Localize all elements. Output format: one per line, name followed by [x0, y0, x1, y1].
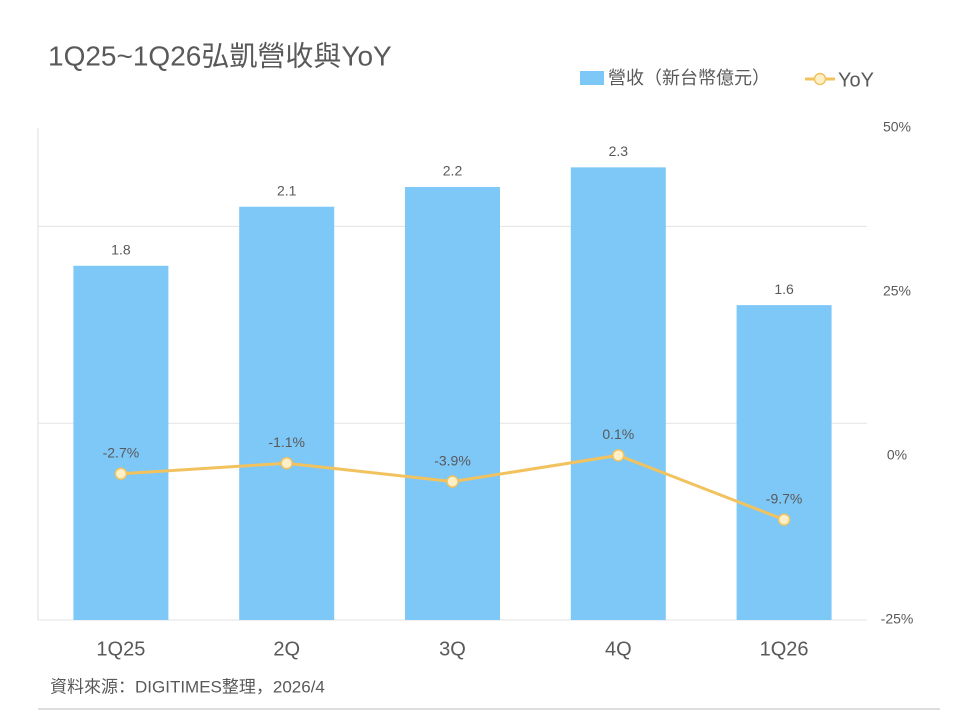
yoy-marker: [612, 449, 625, 462]
bar-value-label: 2.1: [277, 182, 297, 198]
x-tick-label: 1Q26: [760, 638, 809, 660]
yoy-value-label: -9.7%: [766, 490, 803, 506]
yoy-marker: [280, 456, 293, 470]
bar-value-label: 2.3: [609, 143, 629, 159]
bar-value-label: 1.8: [111, 241, 131, 257]
yoy-marker: [114, 467, 128, 480]
x-tick-label: 4Q: [605, 638, 632, 660]
yoy-value-label: 0.1%: [602, 426, 634, 442]
yoy-value-label: -1.1%: [268, 434, 305, 450]
x-tick-label: 1Q25: [96, 638, 145, 660]
yoy-marker: [777, 513, 791, 526]
yoy-value-label: -3.9%: [434, 452, 471, 468]
bar: [570, 167, 666, 621]
y2-tick-label: 25%: [883, 283, 911, 299]
legend-swatch: [580, 71, 604, 85]
y2-tick-label: 0%: [887, 447, 907, 463]
yoy-value-label: -2.7%: [103, 444, 140, 460]
bar: [239, 206, 335, 620]
yoy-marker: [446, 475, 459, 488]
chart-title: 1Q25~1Q26弘凱營收與YoY: [48, 40, 392, 71]
y2-tick-label: -25%: [881, 611, 914, 627]
legend-label: 營收（新台幣億元）: [608, 68, 770, 88]
legend-marker: [813, 72, 827, 86]
legend-label: YoY: [838, 69, 874, 91]
source-note: 資料來源：DIGITIMES整理，2026/4: [50, 677, 325, 696]
y2-tick-label: 50%: [883, 119, 911, 135]
x-tick-label: 2Q: [273, 638, 300, 660]
bar: [73, 265, 169, 620]
bar-value-label: 2.2: [443, 163, 463, 179]
x-tick-label: 3Q: [439, 638, 466, 660]
bar: [405, 187, 500, 621]
bar-value-label: 1.6: [774, 281, 794, 297]
bar: [736, 305, 832, 620]
